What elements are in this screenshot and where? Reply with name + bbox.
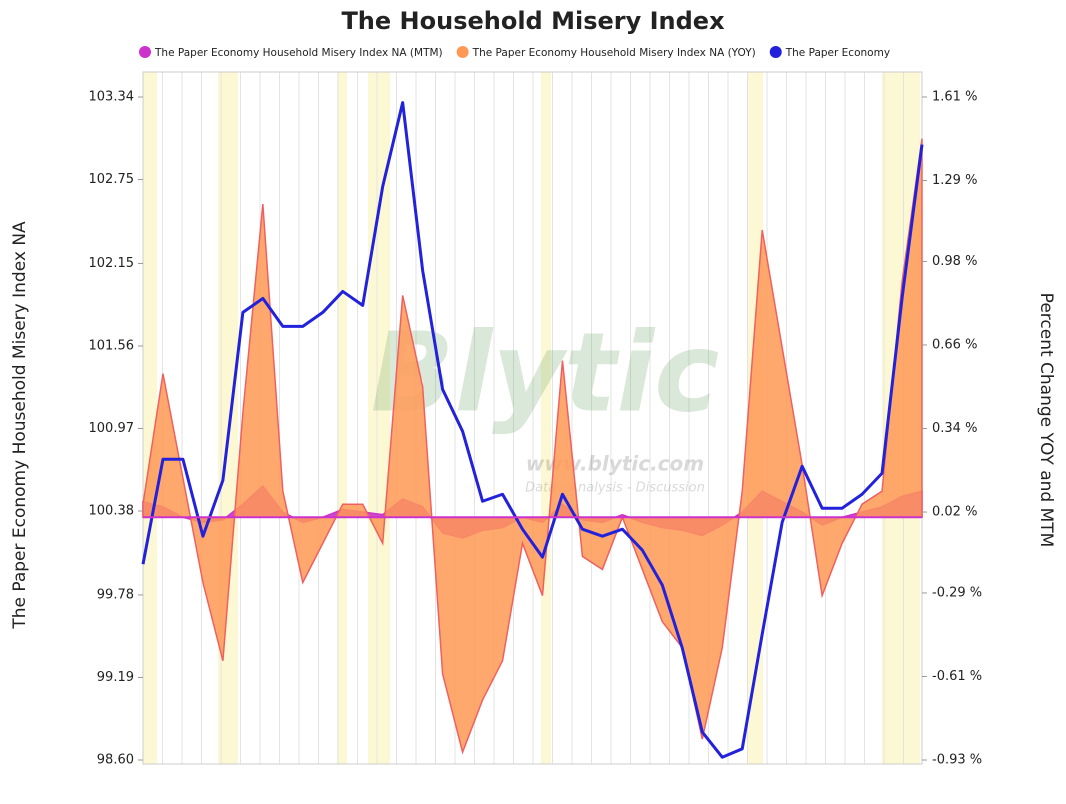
legend: The Paper Economy Household Misery Index… [139,46,890,59]
watermark-name: Blytic [371,308,720,436]
y2-tick-label: 1.61 % [932,90,977,105]
y-tick-label: 103.34 [89,90,135,105]
band [337,72,347,764]
y-tick-label: 98.60 [97,753,134,768]
y-axis-label: The Paper Economy Household Misery Index… [10,221,30,630]
chart-title: The Household Misery Index [341,7,725,35]
legend-marker [139,46,151,58]
y-tick-label: 99.19 [97,670,134,685]
line [141,101,924,759]
y2-axis-label: Percent Change YOY and MTM [1036,293,1056,548]
y2-tick-label: 0.66 % [932,337,977,352]
y2-tick-label: 1.29 % [932,173,977,188]
y-tick-label: 102.75 [89,172,135,187]
y-tick-label: 99.78 [97,587,134,602]
plot [141,101,924,759]
y-tick-label: 100.97 [89,421,135,436]
area [142,138,923,755]
y2-tick-label: -0.93 % [932,753,982,768]
y2-tick-label: 0.98 % [932,254,977,269]
legend-label: The Paper Economy [785,47,890,59]
band [541,72,551,764]
legend-marker [769,46,782,58]
band [143,72,157,764]
y-tick-label: 101.56 [89,338,135,353]
y-tick-label: 100.38 [89,504,135,519]
y2-tick-label: -0.61 % [932,669,982,684]
y-tick-label: 102.15 [89,256,135,271]
legend-marker [456,46,469,58]
legend-label: The Paper Economy Household Misery Index… [472,47,756,59]
y2-tick-label: 0.02 % [932,505,977,520]
y2-tick-label: 0.34 % [932,421,977,436]
legend-label: The Paper Economy Household Misery Index… [154,47,443,59]
y2-tick-label: -0.29 % [932,585,982,600]
